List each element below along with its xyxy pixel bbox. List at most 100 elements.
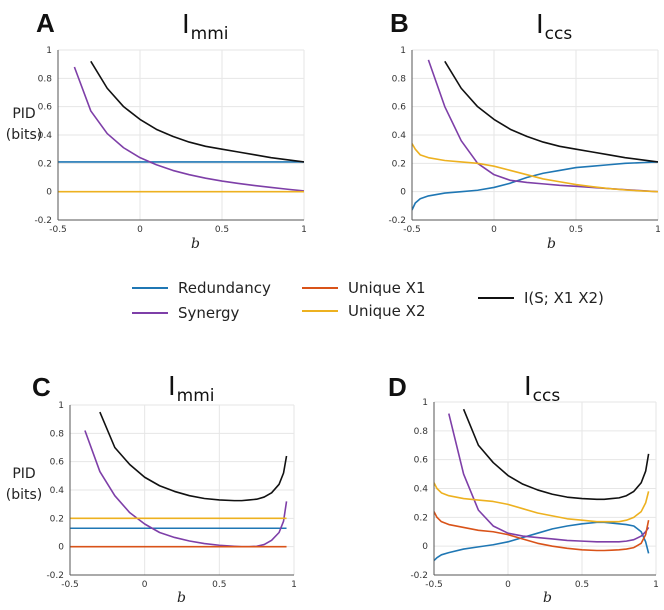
y-axis-label-top: PID (bits): [2, 104, 46, 146]
legend-swatch-unique-x2: [302, 310, 338, 312]
legend-label-total: I(S; X1 X2): [524, 289, 604, 307]
y-axis-label-top-line1: PID: [12, 106, 36, 122]
chart-1-ytick-label-2: 0.2: [392, 159, 406, 169]
chart-3-ytick-label-5: 0.8: [414, 427, 429, 437]
legend-swatch-unique-x1: [302, 287, 338, 289]
chart-0-series-group: [58, 60, 304, 193]
legend-swatch-redundancy: [132, 287, 168, 289]
panel-title-d-sub: ccs: [532, 386, 561, 406]
panel-letter-c: C: [32, 372, 51, 402]
chart-3-series-synergy: [448, 413, 650, 543]
chart-1-ytick-label-0: -0.2: [388, 216, 406, 226]
chart-3-xtick-label-2: 0.5: [575, 580, 589, 590]
panel-letter-b: B: [390, 8, 409, 38]
legend-swatch-synergy: [132, 312, 168, 314]
x-axis-label-d: b: [543, 590, 552, 606]
x-axis-label-b: b: [547, 236, 556, 252]
panel-title-c-main: I: [168, 372, 176, 402]
chart-1-xtick-label-2: 0.5: [569, 225, 583, 235]
y-axis-label-top-line2: (bits): [5, 127, 43, 143]
panel-title-c: Immi: [168, 372, 215, 406]
chart-2-xtick-label-1: 0: [142, 580, 148, 590]
chart-0-ytick-label-0: -0.2: [34, 216, 52, 226]
chart-2-xtick-label-0: -0.5: [61, 580, 79, 590]
chart-3-ytick-label-2: 0.2: [414, 513, 428, 523]
panel-title-b-sub: ccs: [544, 24, 573, 44]
chart-3-xtick-label-3: 1: [653, 580, 659, 590]
panel-letter-d: D: [388, 372, 407, 402]
legend-label-unique-x1: Unique X1: [348, 279, 426, 297]
chart-0-ytick-label-1: 0: [46, 188, 52, 198]
chart-1-ytick-label-4: 0.6: [392, 103, 407, 113]
legend-swatch-total: [478, 297, 514, 299]
chart-2-ytick-label-2: 0.2: [50, 514, 64, 524]
chart-1-series-group: [412, 59, 658, 211]
chart-3-series-group: [434, 408, 650, 562]
panel-letter-a: A: [36, 8, 55, 38]
chart-3-series-redundancy: [434, 521, 650, 562]
chart-1-series-redundancy: [412, 161, 658, 211]
chart-3-ytick-label-6: 1: [422, 398, 428, 408]
panel-title-c-sub: mmi: [176, 386, 215, 406]
chart-3-series-unique-x1: [434, 511, 650, 552]
chart-3-ytick-label-0: -0.2: [410, 571, 428, 581]
chart-3-ytick-label-4: 0.6: [414, 456, 429, 466]
panel-title-a-main: I: [182, 10, 190, 40]
chart-2-series-synergy: [84, 430, 288, 548]
chart-1-ytick-label-6: 1: [400, 46, 406, 56]
chart-0-series-synergy: [73, 66, 304, 192]
panel-title-d-main: I: [524, 372, 532, 402]
y-axis-label-bottom-line2: (bits): [5, 487, 43, 503]
chart-0-ytick-label-6: 1: [46, 46, 52, 56]
x-axis-label-a: b: [191, 236, 200, 252]
panel-title-a-sub: mmi: [190, 24, 229, 44]
legend-item-synergy: Synergy: [132, 304, 239, 322]
chart-0-ytick-label-5: 0.8: [38, 74, 53, 84]
legend-label-unique-x2: Unique X2: [348, 302, 426, 320]
chart-0-xtick-label-2: 0.5: [215, 225, 229, 235]
chart-2-ytick-label-6: 1: [58, 401, 64, 411]
panel-title-d: Iccs: [524, 372, 560, 406]
chart-2-series-group: [70, 411, 288, 548]
chart-0-ytick-label-3: 0.4: [38, 131, 53, 141]
chart-0-series-total: [90, 60, 304, 163]
chart-3-series-total: [462, 408, 650, 501]
chart-2-ytick-label-4: 0.6: [50, 458, 65, 468]
chart-1-series-total: [444, 60, 658, 163]
chart-1-series-unique-x2: [412, 143, 658, 193]
legend-item-unique-x2: Unique X2: [302, 302, 426, 320]
chart-1-xtick-label-0: -0.5: [403, 225, 421, 235]
panel-title-b: Iccs: [536, 10, 572, 44]
chart-2-ytick-label-3: 0.4: [50, 486, 65, 496]
chart-2-xtick-label-2: 0.5: [212, 580, 226, 590]
chart-3-xtick-label-0: -0.5: [425, 580, 443, 590]
chart-1-xtick-label-3: 1: [655, 225, 661, 235]
chart-2-xtick-label-3: 1: [291, 580, 297, 590]
legend: Redundancy Synergy Unique X1 Unique X2 I…: [120, 276, 640, 336]
chart-2-series-total: [99, 411, 288, 502]
chart-2-ytick-label-5: 0.8: [50, 429, 65, 439]
legend-label-redundancy: Redundancy: [178, 279, 271, 297]
legend-label-synergy: Synergy: [178, 304, 240, 322]
legend-item-total: I(S; X1 X2): [478, 289, 604, 307]
chart-1-ytick-label-5: 0.8: [392, 74, 407, 84]
chart-2-ytick-label-0: -0.2: [46, 571, 64, 581]
panel-title-a: Immi: [182, 10, 229, 44]
chart-0-ytick-label-4: 0.6: [38, 103, 53, 113]
chart-3-ytick-label-1: 0: [422, 542, 428, 552]
chart-0-xtick-label-1: 0: [137, 225, 143, 235]
chart-2-ytick-label-1: 0: [58, 543, 64, 553]
y-axis-label-bottom: PID (bits): [2, 464, 46, 506]
chart-1-xtick-label-1: 0: [491, 225, 497, 235]
chart-3-ytick-label-3: 0.4: [414, 485, 429, 495]
legend-item-unique-x1: Unique X1: [302, 279, 426, 297]
x-axis-label-c: b: [177, 590, 186, 606]
chart-1-ytick-label-3: 0.4: [392, 131, 407, 141]
y-axis-label-bottom-line1: PID: [12, 466, 36, 482]
chart-1-ytick-label-1: 0: [400, 188, 406, 198]
legend-item-redundancy: Redundancy: [132, 279, 271, 297]
